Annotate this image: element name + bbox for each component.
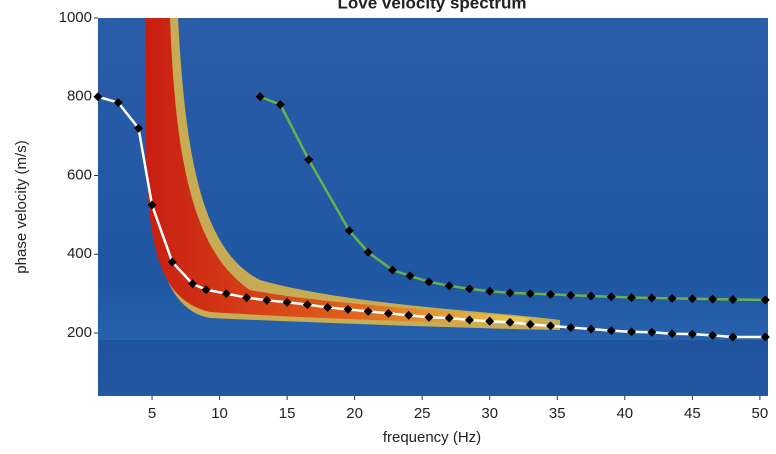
picked-point	[485, 316, 495, 326]
x-tick-label: 10	[211, 405, 228, 422]
picked-point	[255, 92, 265, 102]
x-tick-label: 45	[684, 405, 701, 422]
picked-point	[363, 247, 373, 257]
picked-point	[188, 279, 198, 289]
picked-point	[728, 332, 738, 342]
picked-point	[242, 293, 252, 303]
picked-point	[464, 315, 474, 325]
picked-point	[282, 297, 292, 307]
x-tick-label: 30	[481, 405, 498, 422]
picked-point	[525, 319, 535, 329]
x-tick-label: 35	[549, 405, 566, 422]
x-tick-label: 5	[148, 405, 156, 422]
y-tick-label: 600	[67, 166, 92, 183]
picked-point	[444, 281, 454, 291]
picked-point	[167, 257, 177, 267]
picked-point	[485, 286, 495, 296]
x-tick-label: 50	[752, 405, 769, 422]
picked-point	[113, 98, 123, 108]
y-axis-label: phase velocity (m/s)	[13, 140, 30, 273]
picked-point	[566, 290, 576, 300]
x-axis-label: frequency (Hz)	[383, 429, 481, 446]
spectrum-band	[146, 18, 530, 324]
picked-point	[687, 294, 697, 304]
y-tick-label: 800	[67, 88, 92, 105]
dispersion-curve	[97, 95, 766, 339]
picked-point	[566, 322, 576, 332]
picked-point	[647, 293, 657, 303]
picked-point	[363, 306, 373, 316]
spectrum-shade	[98, 340, 768, 396]
picked-point	[221, 289, 231, 299]
picked-point	[201, 285, 211, 295]
picked-point	[464, 284, 474, 294]
picked-point	[687, 329, 697, 339]
picked-point	[667, 329, 677, 339]
picked-point	[546, 289, 556, 299]
picked-point	[627, 327, 637, 337]
picked-point	[546, 321, 556, 331]
spectrum	[98, 18, 768, 396]
picked-point	[147, 200, 157, 210]
picked-point	[606, 326, 616, 336]
picked-point	[424, 312, 434, 322]
picked-point	[262, 295, 272, 305]
picked-point	[323, 302, 333, 312]
picked-point	[760, 295, 770, 305]
picked-point	[708, 294, 718, 304]
picked-point	[444, 313, 454, 323]
picked-point	[627, 293, 637, 303]
picked-point	[134, 123, 144, 133]
picked-point	[760, 332, 770, 342]
picked-point	[505, 288, 515, 298]
y-tick-label: 1000	[59, 9, 92, 26]
picked-point	[525, 289, 535, 299]
x-tick-label: 25	[414, 405, 431, 422]
picked-point	[405, 271, 415, 281]
picked-point	[667, 293, 677, 303]
y-tick-label: 400	[67, 245, 92, 262]
x-tick-label: 20	[346, 405, 363, 422]
chart-title: Love velocity spectrum	[338, 0, 527, 12]
picked-point	[586, 291, 596, 301]
picked-point	[708, 330, 718, 340]
picked-point	[424, 277, 434, 287]
x-tick-label: 15	[279, 405, 296, 422]
picked-point	[728, 295, 738, 305]
picked-point	[387, 265, 397, 275]
picked-point	[302, 300, 312, 310]
picked-point	[586, 324, 596, 334]
picked-point	[383, 308, 393, 318]
picked-point	[343, 304, 353, 314]
picked-point	[344, 226, 354, 236]
picked-point	[647, 327, 657, 337]
picked-point	[304, 155, 314, 165]
picked-point	[93, 92, 103, 102]
picked-point	[606, 292, 616, 302]
picked-point	[275, 100, 285, 110]
picked-point	[404, 310, 414, 320]
picked-point	[505, 317, 515, 327]
y-tick-label: 200	[67, 324, 92, 341]
x-tick-label: 40	[616, 405, 633, 422]
